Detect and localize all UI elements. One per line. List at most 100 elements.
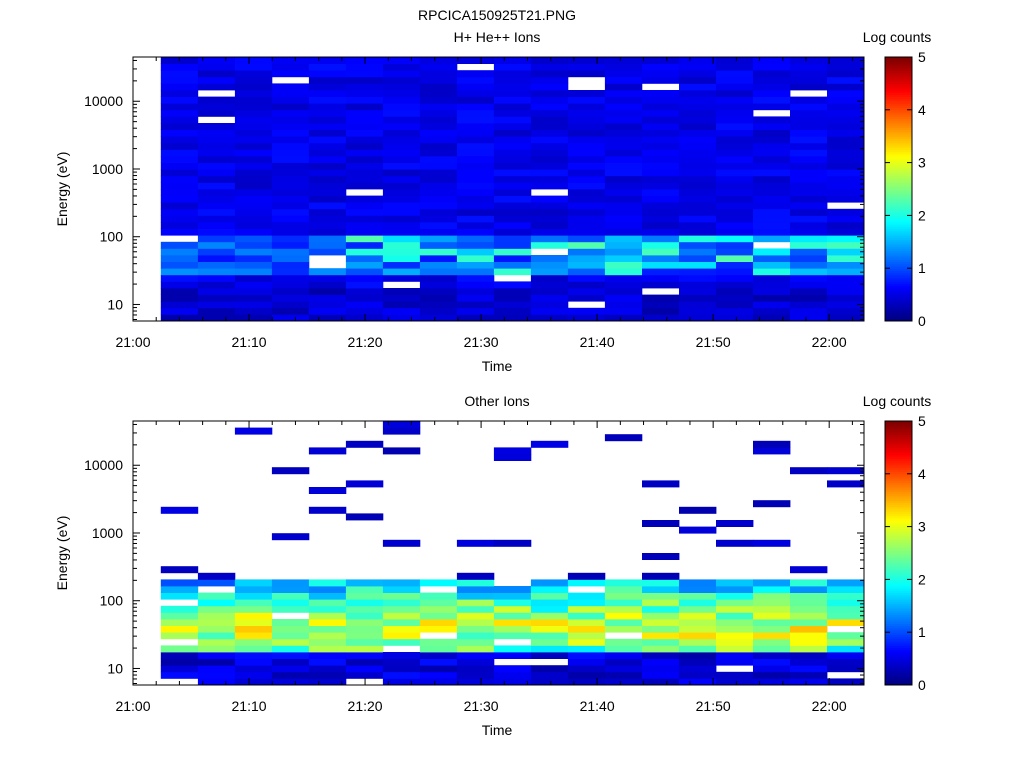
colorbar-frame xyxy=(884,56,913,322)
colorbar-segment xyxy=(885,279,912,282)
spectrogram-cell xyxy=(679,638,717,646)
spectrogram-cell xyxy=(345,261,384,269)
colorbar-segment xyxy=(885,570,912,574)
spectrogram-cell xyxy=(604,83,643,91)
panel-2-xlabel: Time xyxy=(482,722,513,738)
spectrogram-cell xyxy=(493,90,532,97)
spectrogram-cell xyxy=(642,90,680,97)
colorbar-segment xyxy=(885,149,912,153)
colorbar-segment xyxy=(885,592,912,596)
spectrogram-cell xyxy=(419,90,458,97)
spectrogram-cell xyxy=(642,241,680,249)
spectrogram-cell xyxy=(345,274,384,282)
spectrogram-cell xyxy=(753,586,791,593)
spectrogram-cell xyxy=(345,228,384,236)
spectrogram-cell xyxy=(234,57,273,64)
spectrogram-cell xyxy=(530,268,569,276)
spectrogram-cell xyxy=(530,605,569,613)
spectrogram-cell xyxy=(679,228,717,236)
spectrogram-cell xyxy=(160,261,199,269)
spectrogram-cell xyxy=(271,162,310,170)
spectrogram-cell xyxy=(308,136,347,144)
spectrogram-cell xyxy=(234,241,273,249)
spectrogram-cell xyxy=(419,274,458,282)
colorbar-segment xyxy=(885,550,912,554)
spectrogram-cell xyxy=(642,572,680,580)
colorbar-segment xyxy=(885,526,912,530)
spectrogram-cell xyxy=(456,612,495,620)
spectrogram-cell xyxy=(530,625,569,633)
spectrogram-cell xyxy=(234,619,273,626)
colorbar-segment xyxy=(885,193,912,197)
colorbar-segment xyxy=(885,515,912,519)
spectrogram-cell xyxy=(679,241,717,249)
spectrogram-cell xyxy=(679,90,717,97)
spectrogram-cell xyxy=(382,202,421,210)
spectrogram-cell xyxy=(530,63,569,71)
x-tick-label: 21:20 xyxy=(348,698,383,714)
spectrogram-cell xyxy=(456,599,495,607)
spectrogram-cell xyxy=(567,136,606,144)
panel-2-spectrogram xyxy=(160,421,865,686)
spectrogram-cell xyxy=(234,70,273,78)
spectrogram-cell xyxy=(827,480,865,488)
spectrogram-cell xyxy=(456,579,495,587)
spectrogram-cell xyxy=(827,189,865,196)
spectrogram-cell xyxy=(493,162,532,170)
colorbar-segment xyxy=(885,292,912,296)
spectrogram-cell xyxy=(679,248,717,256)
spectrogram-cell xyxy=(382,70,421,78)
spectrogram-cell xyxy=(827,175,865,183)
spectrogram-cell xyxy=(419,116,458,124)
spectrogram-cell xyxy=(604,169,643,177)
spectrogram-cell xyxy=(753,162,791,170)
spectrogram-cell xyxy=(197,175,236,183)
spectrogram-cell xyxy=(716,301,754,309)
spectrogram-cell xyxy=(197,665,236,673)
spectrogram-cell xyxy=(827,70,865,78)
spectrogram-cell xyxy=(419,619,458,626)
spectrogram-cell xyxy=(234,652,273,659)
spectrogram-cell xyxy=(679,579,717,587)
spectrogram-cell xyxy=(753,288,791,295)
colorbar-segment xyxy=(885,465,912,468)
spectrogram-cell xyxy=(827,103,865,111)
x-tick-label: 21:30 xyxy=(464,698,499,714)
spectrogram-cell xyxy=(456,162,495,170)
colorbar-segment xyxy=(885,87,912,91)
colorbar-segment xyxy=(885,634,912,638)
spectrogram-cell xyxy=(604,592,643,600)
spectrogram-cell xyxy=(271,215,310,223)
spectrogram-cell xyxy=(197,572,236,580)
y-tick-label: 100 xyxy=(100,593,124,609)
spectrogram-cell xyxy=(790,467,828,475)
spectrogram-cell xyxy=(716,520,754,527)
spectrogram-cell xyxy=(456,288,495,295)
spectrogram-cell xyxy=(234,103,273,111)
spectrogram-cell xyxy=(604,619,643,626)
spectrogram-cell xyxy=(530,123,569,130)
spectrogram-cell xyxy=(753,638,791,646)
spectrogram-cell xyxy=(493,70,532,78)
spectrogram-cell xyxy=(234,579,273,587)
spectrogram-cell xyxy=(345,142,384,150)
spectrogram-cell xyxy=(271,671,310,679)
colorbar-segment xyxy=(885,114,912,117)
spectrogram-cell xyxy=(642,658,680,666)
colorbar-segment xyxy=(885,140,912,144)
spectrogram-cell xyxy=(827,222,865,229)
spectrogram-cell xyxy=(679,605,717,613)
spectrogram-cell xyxy=(716,294,754,302)
spectrogram-cell xyxy=(493,645,532,653)
colorbar-segment xyxy=(885,246,912,249)
spectrogram-cell xyxy=(493,235,532,243)
spectrogram-cell xyxy=(753,579,791,587)
spectrogram-cell xyxy=(716,182,754,190)
x-tick-label: 21:30 xyxy=(464,334,499,350)
spectrogram-cell xyxy=(753,76,791,84)
spectrogram-cell xyxy=(160,189,199,196)
spectrogram-cell xyxy=(530,440,569,448)
spectrogram-cell xyxy=(604,222,643,229)
spectrogram-cell xyxy=(679,619,717,626)
